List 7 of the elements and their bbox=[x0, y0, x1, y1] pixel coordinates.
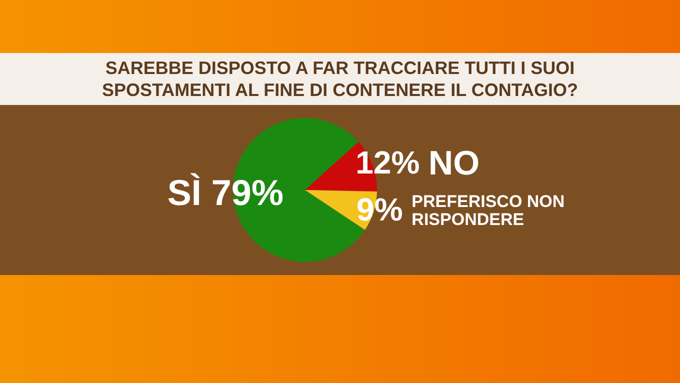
data-label: 12% bbox=[356, 144, 420, 181]
slice-label: NO bbox=[428, 144, 480, 182]
slice-label: SÌ bbox=[167, 172, 202, 214]
chart-title: SAREBBE DISPOSTO A FAR TRACCIARE TUTTI I SUOI SPOSTAMENTI AL FINE DI CONTENERE IL CONTAGIO? bbox=[0, 53, 680, 105]
data-label: 79% bbox=[211, 172, 284, 214]
data-label: 9% bbox=[356, 191, 403, 228]
slice-label: PREFERISCO NON RISPONDERE bbox=[412, 192, 565, 230]
